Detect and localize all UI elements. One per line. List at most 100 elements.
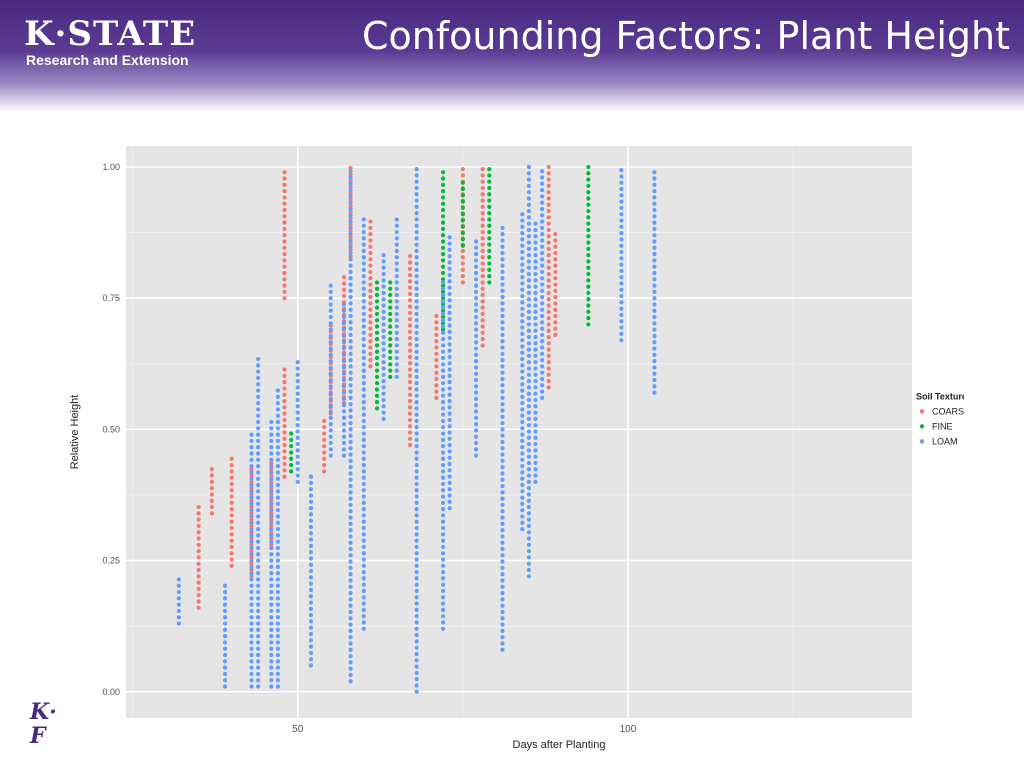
data-point-loam	[526, 177, 532, 182]
data-point-fine	[586, 278, 591, 283]
data-point-loam	[361, 406, 366, 411]
data-point-loam	[652, 359, 657, 364]
data-point-loam	[222, 583, 228, 588]
data-point-coarse	[269, 542, 274, 547]
data-point-loam	[249, 520, 254, 525]
data-point-coarse	[348, 235, 353, 240]
data-point-loam	[269, 419, 274, 425]
data-point-fine	[460, 180, 465, 185]
data-point-loam	[540, 213, 545, 218]
data-point-loam	[249, 640, 254, 645]
data-point-loam	[269, 615, 274, 620]
data-point-loam	[414, 223, 419, 228]
data-point-loam	[500, 565, 505, 571]
data-point-coarse	[368, 326, 373, 331]
data-point-loam	[526, 561, 532, 566]
data-point-loam	[500, 446, 505, 451]
data-point-loam	[473, 321, 479, 326]
data-point-loam	[361, 576, 366, 581]
data-point-coarse	[407, 323, 413, 328]
data-point-loam	[256, 476, 261, 481]
data-point-coarse	[480, 204, 485, 209]
data-point-coarse	[348, 216, 353, 221]
data-point-fine	[586, 303, 591, 308]
data-point-loam	[361, 393, 366, 398]
data-point-loam	[533, 227, 538, 233]
data-point-loam	[447, 461, 452, 467]
data-point-fine	[388, 337, 393, 342]
data-point-loam	[381, 297, 386, 302]
data-point-loam	[500, 339, 505, 344]
data-point-loam	[269, 552, 274, 557]
data-point-loam	[308, 480, 314, 486]
data-point-fine	[440, 277, 446, 282]
data-point-coarse	[209, 504, 214, 510]
data-point-loam	[447, 285, 452, 290]
data-point-coarse	[282, 411, 287, 416]
data-point-loam	[526, 360, 532, 365]
data-point-fine	[289, 469, 294, 474]
data-point-loam	[414, 494, 419, 499]
data-point-loam	[222, 665, 228, 670]
data-point-coarse	[229, 488, 234, 493]
data-point-fine	[374, 305, 380, 310]
data-point-loam	[440, 286, 446, 291]
data-point-loam	[256, 621, 261, 626]
data-point-coarse	[480, 192, 485, 197]
data-point-fine	[388, 318, 393, 323]
data-point-loam	[256, 375, 261, 381]
data-point-loam	[533, 410, 538, 415]
data-point-loam	[533, 372, 538, 377]
data-point-coarse	[546, 303, 551, 308]
data-point-loam	[533, 246, 538, 251]
data-point-loam	[652, 220, 657, 225]
data-point-loam	[348, 433, 353, 438]
data-point-coarse	[348, 247, 353, 253]
data-point-loam	[341, 422, 347, 427]
data-point-loam	[269, 533, 274, 538]
data-point-loam	[249, 659, 254, 664]
data-point-loam	[533, 234, 538, 239]
data-point-loam	[414, 513, 419, 518]
data-point-fine	[460, 193, 465, 198]
data-point-loam	[440, 614, 446, 619]
data-point-loam	[222, 634, 228, 639]
data-point-loam	[526, 549, 532, 554]
data-point-loam	[361, 381, 366, 386]
data-point-loam	[222, 659, 228, 664]
data-point-loam	[394, 286, 399, 291]
data-point-coarse	[282, 386, 287, 391]
data-point-coarse	[282, 373, 287, 378]
data-point-loam	[652, 189, 657, 194]
data-point-coarse	[368, 339, 373, 344]
data-point-coarse	[434, 326, 439, 331]
data-point-loam	[348, 339, 353, 344]
data-point-loam	[414, 324, 419, 329]
data-point-loam	[447, 279, 452, 284]
data-point-loam	[328, 359, 333, 364]
data-point-loam	[348, 414, 353, 419]
data-point-coarse	[269, 498, 274, 503]
data-point-coarse	[407, 329, 413, 334]
data-point-fine	[440, 302, 446, 307]
data-point-loam	[440, 456, 446, 461]
data-point-coarse	[282, 207, 287, 213]
data-point-coarse	[322, 418, 327, 424]
data-point-loam	[269, 482, 274, 488]
data-point-loam	[652, 390, 657, 395]
data-point-coarse	[368, 358, 373, 363]
data-point-loam	[348, 591, 353, 596]
data-point-loam	[526, 391, 532, 396]
data-point-loam	[381, 259, 386, 264]
data-point-loam	[348, 609, 353, 615]
data-point-loam	[269, 678, 274, 683]
data-point-loam	[526, 353, 532, 359]
data-point-loam	[414, 500, 419, 505]
data-point-loam	[520, 281, 525, 286]
data-point-loam	[361, 456, 366, 461]
data-point-loam	[414, 292, 419, 298]
data-point-loam	[394, 318, 399, 323]
data-point-loam	[520, 319, 525, 324]
data-point-loam	[414, 683, 419, 688]
data-point-loam	[540, 269, 545, 275]
